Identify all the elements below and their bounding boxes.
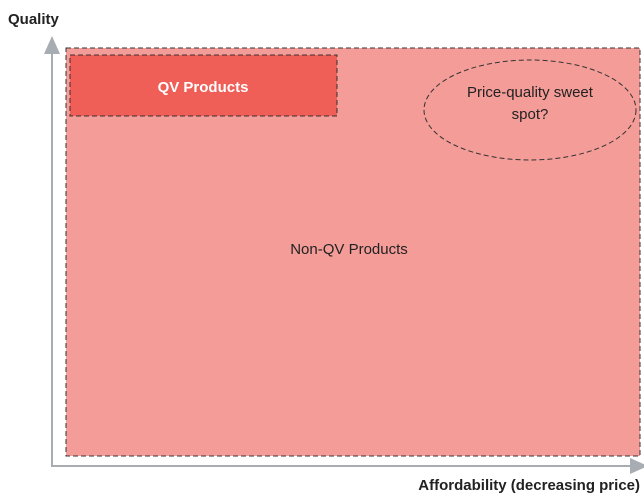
sweet-spot-label: Price-quality sweet spot? xyxy=(467,84,593,123)
sweet-spot-ellipse xyxy=(423,59,637,161)
non-qv-label: Non-QV Products xyxy=(290,241,408,258)
sweet-spot-box: Price-quality sweet spot? xyxy=(467,84,593,123)
y-axis-label: Quality xyxy=(8,11,60,28)
x-axis-label: Affordability (decreasing price) xyxy=(418,477,640,494)
qv-label: QV Products xyxy=(158,79,249,96)
qv-region xyxy=(69,54,338,117)
